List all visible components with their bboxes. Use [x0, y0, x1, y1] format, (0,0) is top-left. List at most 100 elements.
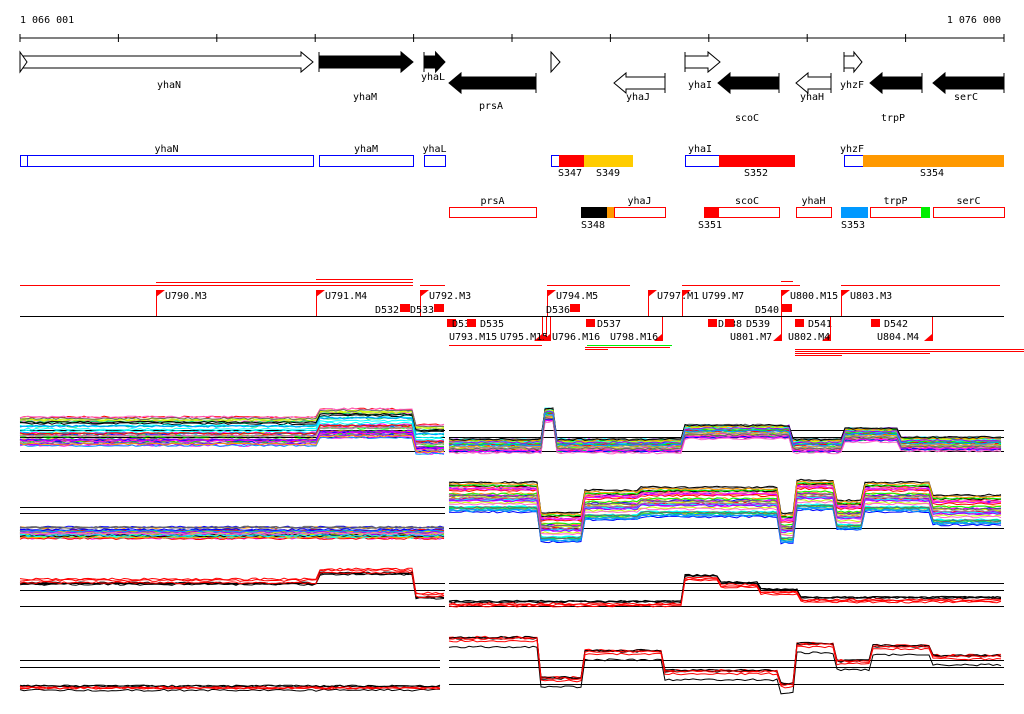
expression-trace	[19, 426, 445, 446]
upshift-flag-icon	[316, 290, 325, 297]
downshift-flag-icon	[773, 334, 781, 341]
expression-trace	[19, 684, 441, 688]
upshift-label: U801.M7	[730, 332, 772, 343]
upshift-flag-icon	[682, 290, 691, 297]
gene-yhaJ[interactable]: yhaJ	[613, 71, 666, 103]
gene-label: serC	[954, 92, 978, 103]
segment-orange	[607, 207, 614, 218]
forward-segment-track: yhaN yhaM yhaL yhaI yhzF S347 S349 S352 S354	[20, 144, 1004, 179]
segment-label: S348	[581, 220, 605, 231]
forward-gene-label: yhaI	[688, 144, 712, 155]
downshift-flag-icon	[542, 334, 550, 341]
forward-gene-arrow-icon	[318, 50, 414, 74]
downshift-flag-icon	[924, 334, 932, 341]
reverse-gene-arrow-icon	[448, 71, 537, 95]
ruler-end-label: 1 076 000	[947, 15, 1001, 26]
gene-label: trpP	[881, 113, 905, 124]
expression-trace	[448, 508, 1002, 545]
reverse-gene-box	[614, 207, 666, 218]
upshift-label: U799.M7	[702, 291, 744, 302]
expression-plots	[19, 406, 1004, 695]
expression-trace	[448, 507, 1002, 543]
expression-trace	[19, 571, 445, 599]
expression-trace	[19, 434, 445, 454]
forward-gene-box	[20, 155, 314, 167]
downshift-box-icon	[782, 304, 792, 312]
downshift-label: D542	[884, 319, 908, 330]
segment-label: S351	[698, 220, 722, 231]
forward-gene-box	[844, 155, 864, 167]
reverse-segment-track: prsA yhaJ scoC yhaH trpP serC S348 S351 S353	[449, 196, 1005, 231]
downshift-flag-icon	[822, 334, 830, 341]
gene-yhaM[interactable]: yhaM	[318, 50, 414, 103]
forward-gene-label: yhzF	[840, 144, 864, 155]
coordinate-ruler: 1 066 001 1 076 000	[19, 15, 1005, 42]
upshift-label: U800.M15	[790, 291, 838, 302]
downshift-box-icon	[795, 319, 804, 327]
forward-gene-arrow-icon	[19, 50, 314, 74]
expression-trace	[19, 419, 445, 439]
gene-yhaL[interactable]: yhaL	[421, 50, 446, 83]
downshift-label: D539	[746, 319, 770, 330]
downshift-box-icon	[447, 319, 456, 327]
upshift-flag-icon	[547, 290, 556, 297]
reverse-gene-box	[796, 207, 832, 218]
upshift-flag-icon	[648, 290, 657, 297]
forward-gene-label: yhaN	[154, 144, 178, 155]
downshift-label: D535	[480, 319, 504, 330]
upshift-label: U795.M15	[500, 332, 548, 343]
shift-marker-track: U790.M3 U791.M4 U792.M3 U794.M5 U797.M1 U799.…	[20, 279, 1024, 356]
gene-prsA[interactable]: prsA	[448, 71, 537, 112]
reverse-gene-arrow-icon	[795, 71, 832, 95]
upshift-label: U790.M3	[165, 291, 207, 302]
gene-label: yhaM	[353, 92, 377, 103]
expression-trace	[19, 688, 440, 692]
small-gene-arrow-icon	[19, 50, 28, 74]
gene-yhaH[interactable]: yhaH	[795, 71, 832, 103]
upshift-label: U796.M16	[552, 332, 600, 343]
gene-label: scoC	[735, 113, 759, 124]
downshift-label: D540	[755, 305, 779, 316]
ruler-start-label: 1 066 001	[20, 15, 74, 26]
downshift-box-icon	[400, 304, 410, 312]
gene-label: yhaN	[157, 80, 181, 91]
upshift-label: U792.M3	[429, 291, 471, 302]
forward-gene-arrow-icon	[684, 50, 721, 74]
downshift-label: D533	[410, 305, 434, 316]
reverse-gene-label: serC	[956, 196, 980, 207]
expression-trace	[19, 421, 445, 441]
upshift-label: U803.M3	[850, 291, 892, 302]
downshift-box-icon	[467, 319, 476, 327]
forward-gene-label: yhaM	[354, 144, 378, 155]
reverse-gene-arrow-icon	[869, 71, 923, 95]
upshift-flag-icon	[156, 290, 165, 297]
gene-serC[interactable]: serC	[932, 71, 1005, 103]
gene-yhaI[interactable]: yhaI	[684, 50, 721, 91]
upshift-label: U804.M4	[877, 332, 919, 343]
gene-yhaN[interactable]: yhaN	[19, 50, 314, 91]
expression-trace	[448, 485, 1002, 522]
forward-gene-box	[319, 155, 414, 167]
upshift-label: U793.M15	[449, 332, 497, 343]
expression-trace	[448, 420, 1002, 455]
reverse-gene-label: yhaJ	[627, 196, 651, 207]
gene-trpP[interactable]: trpP	[869, 71, 923, 124]
expression-trace	[19, 535, 445, 539]
forward-gene-box	[424, 155, 446, 167]
expression-trace	[448, 578, 1002, 608]
downshift-box-icon	[586, 319, 595, 327]
upshift-label: U797.M1	[657, 291, 699, 302]
gene-label: yhaH	[800, 92, 824, 103]
forward-gene-arrow-icon	[843, 50, 863, 74]
gene-track: yhaN yhaM yhaL prsA yhaJ yhaI scoC yhaH yhzF trpP…	[19, 50, 1005, 124]
gene-scoC[interactable]: scoC	[717, 71, 780, 124]
gene-yhzF[interactable]: yhzF	[840, 50, 864, 91]
downshift-label: D534	[452, 319, 476, 330]
reverse-gene-arrow-icon	[717, 71, 780, 95]
reverse-gene-arrow-icon	[932, 71, 1005, 95]
upshift-label: U791.M4	[325, 291, 367, 302]
expression-trace	[448, 480, 1002, 517]
expression-trace	[448, 636, 1002, 686]
expression-trace	[19, 424, 445, 443]
